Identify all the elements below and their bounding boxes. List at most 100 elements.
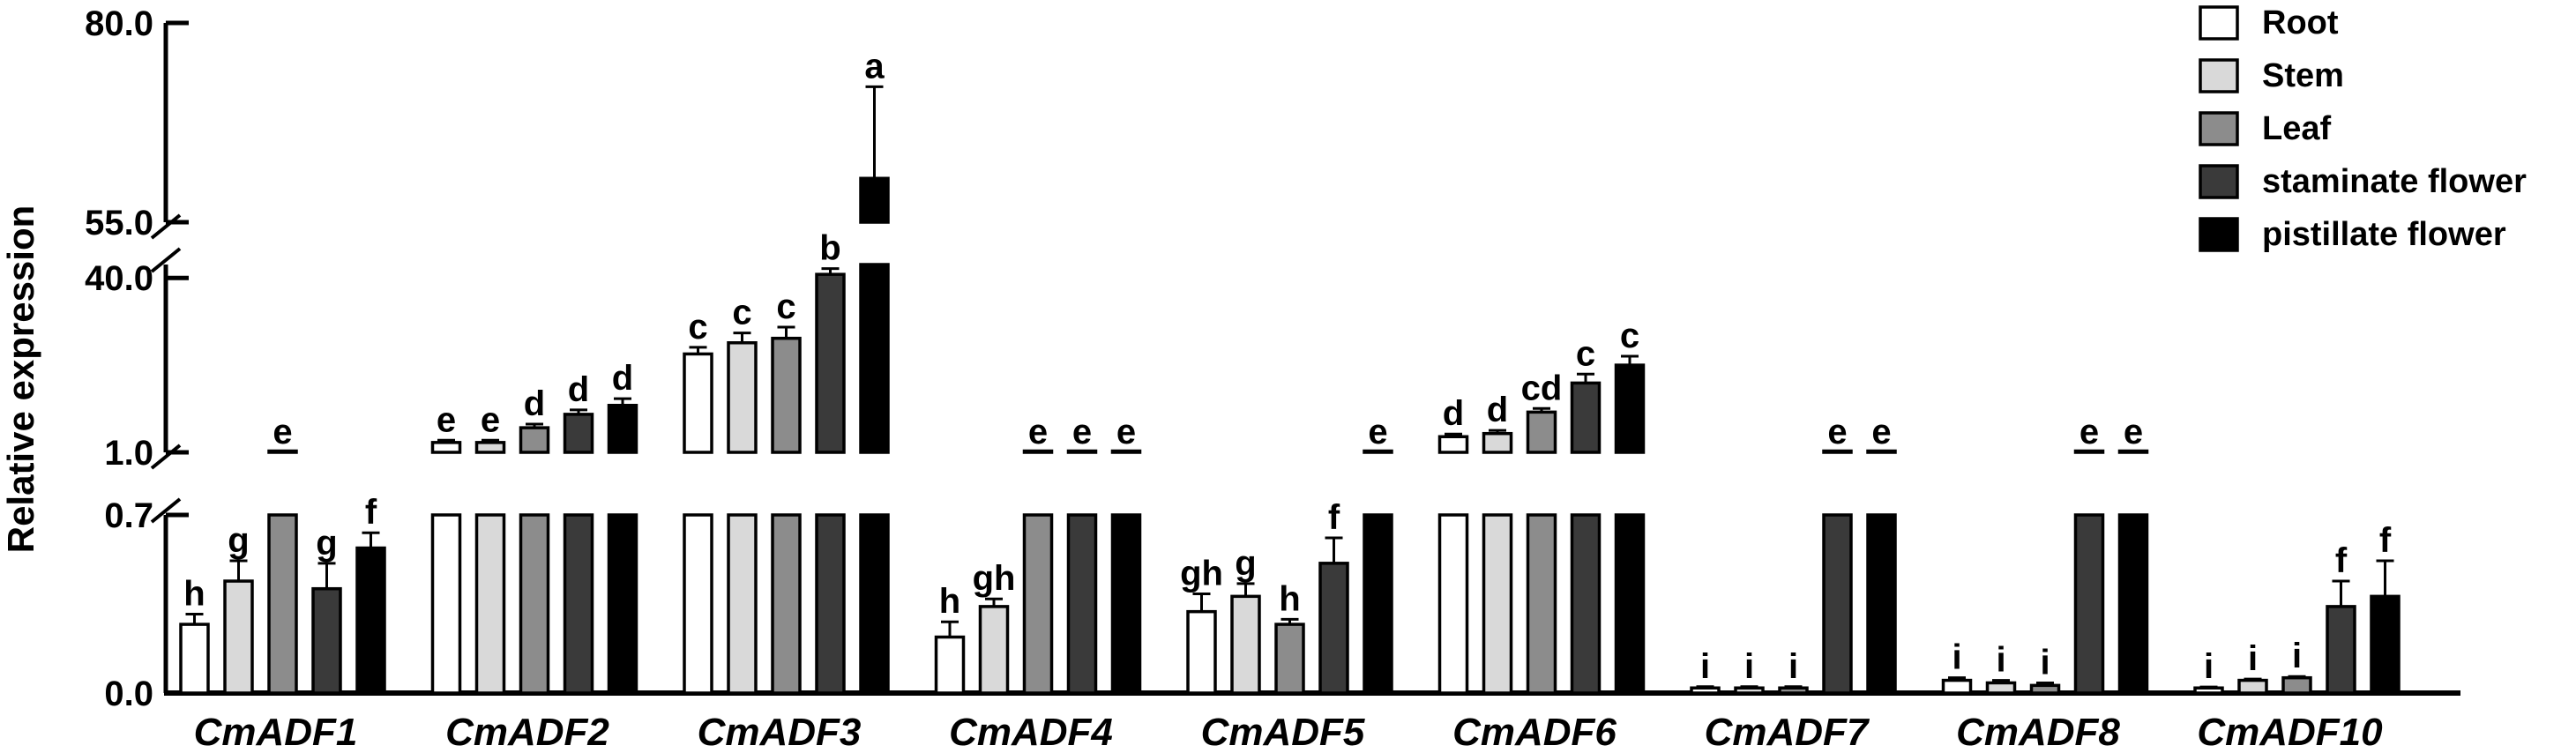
category-label: CmADF10 xyxy=(2197,711,2383,753)
bar-root xyxy=(683,352,713,454)
bar-staminate-flower xyxy=(563,513,594,695)
bar-leaf xyxy=(519,426,550,454)
bar-pistillate-flower xyxy=(859,263,890,454)
significance-letter: c xyxy=(732,294,751,332)
bar-pistillate-flower xyxy=(1110,513,1142,695)
bar-root xyxy=(683,513,713,695)
bar-staminate-flower xyxy=(2073,513,2105,695)
significance-letter: e xyxy=(2079,413,2099,451)
significance-letter: c xyxy=(776,287,795,326)
bar-pistillate-flower xyxy=(607,513,638,695)
significance-letter: i xyxy=(2248,639,2258,678)
y-tick-label: 0.0 xyxy=(104,675,153,713)
bar-leaf xyxy=(267,513,298,695)
bar-pistillate-flower xyxy=(859,513,890,695)
legend-swatch xyxy=(2199,217,2239,252)
significance-letter: cd xyxy=(1521,369,1563,407)
significance-letter: f xyxy=(2335,541,2348,580)
bar-leaf xyxy=(2029,683,2061,695)
bar-leaf xyxy=(1022,513,1054,695)
significance-letter: i xyxy=(1952,638,1961,677)
bar-root xyxy=(1186,609,1217,695)
bar-staminate-flower xyxy=(1318,562,1349,695)
y-tick-label: 55.0 xyxy=(85,204,153,242)
bar-pistillate-flower xyxy=(1614,363,1646,454)
significance-letter: e xyxy=(1368,413,1387,451)
legend-swatch xyxy=(2199,58,2239,93)
axis-break-mark xyxy=(150,444,182,470)
bar-pistillate-flower xyxy=(355,546,386,695)
bar-staminate-flower xyxy=(1822,513,1853,695)
bar-leaf xyxy=(1778,686,1809,695)
bar-stem xyxy=(1482,513,1513,695)
legend-label: staminate flower xyxy=(2262,163,2527,200)
legend: Root Stem Leaf staminate flower pistillate f… xyxy=(2199,4,2527,253)
significance-letter: f xyxy=(1328,498,1340,537)
bar-pistillate-flower xyxy=(2370,594,2401,695)
significance-letter: h xyxy=(1279,579,1300,618)
bar-leaf xyxy=(1274,623,1305,695)
y-tick-label: 40.0 xyxy=(85,259,153,298)
bar-leaf xyxy=(771,513,802,695)
significance-letter: i xyxy=(1996,641,2005,680)
bar-stem xyxy=(1985,681,2017,695)
bar-stem xyxy=(223,579,254,695)
bar-leaf xyxy=(519,513,550,695)
bar-leaf xyxy=(2281,675,2312,695)
bar-pistillate-flower xyxy=(1866,513,1897,695)
significance-letter: g xyxy=(228,521,249,560)
axis-break-mark xyxy=(150,497,182,524)
bar-pistillate-flower xyxy=(1614,513,1646,695)
bar-stem xyxy=(1734,686,1765,695)
category-label: CmADF6 xyxy=(1452,711,1617,753)
bar-staminate-flower xyxy=(1570,381,1602,454)
significance-letter: b xyxy=(819,229,840,268)
bar-staminate-flower xyxy=(2326,605,2356,695)
category-label: CmADF3 xyxy=(698,711,862,753)
significance-letter: h xyxy=(939,582,960,621)
significance-letter: e xyxy=(1072,413,1092,451)
legend-swatch xyxy=(2199,164,2239,199)
y-tick-label: 80.0 xyxy=(85,4,153,43)
bar-stem xyxy=(1482,431,1513,454)
bar-root xyxy=(430,441,462,454)
bar-staminate-flower xyxy=(563,413,594,454)
significance-letter: e xyxy=(1871,413,1891,451)
bar-pistillate-flower xyxy=(1363,513,1393,695)
bar-staminate-flower xyxy=(1570,513,1602,695)
significance-letter: e xyxy=(437,400,456,439)
bar-root xyxy=(179,623,210,695)
significance-letter: a xyxy=(864,47,885,86)
significance-letter: h xyxy=(183,575,205,614)
bar-root xyxy=(430,513,462,695)
significance-letter: i xyxy=(2292,637,2302,675)
significance-letter: d xyxy=(568,370,589,409)
significance-letter: d xyxy=(612,359,633,398)
significance-letter: gh xyxy=(1180,554,1223,593)
legend-label: Leaf xyxy=(2262,110,2331,147)
bar-stem xyxy=(978,605,1010,695)
bar-root xyxy=(2193,686,2224,695)
significance-letter: e xyxy=(1827,413,1847,451)
significance-letter: e xyxy=(273,413,292,451)
category-label: CmADF1 xyxy=(194,711,358,753)
significance-letter: e xyxy=(1116,413,1136,451)
significance-letter: d xyxy=(1443,394,1464,433)
category-label: CmADF5 xyxy=(1201,711,1365,753)
significance-letter: i xyxy=(1744,647,1754,686)
legend-label: Stem xyxy=(2262,57,2344,94)
category-label: CmADF4 xyxy=(949,711,1113,753)
bar-leaf xyxy=(1526,410,1557,454)
significance-letter: f xyxy=(365,493,377,532)
axis-break-mark xyxy=(150,247,182,273)
bar-stem xyxy=(2237,678,2268,695)
category-label: CmADF7 xyxy=(1705,711,1870,753)
significance-letter: c xyxy=(688,308,707,347)
axis-break-mark xyxy=(150,213,182,240)
legend-swatch xyxy=(2199,111,2239,146)
significance-letter: f xyxy=(2379,521,2392,560)
significance-letter: d xyxy=(524,384,545,423)
significance-letter: g xyxy=(316,524,337,563)
bar-staminate-flower xyxy=(1066,513,1098,695)
